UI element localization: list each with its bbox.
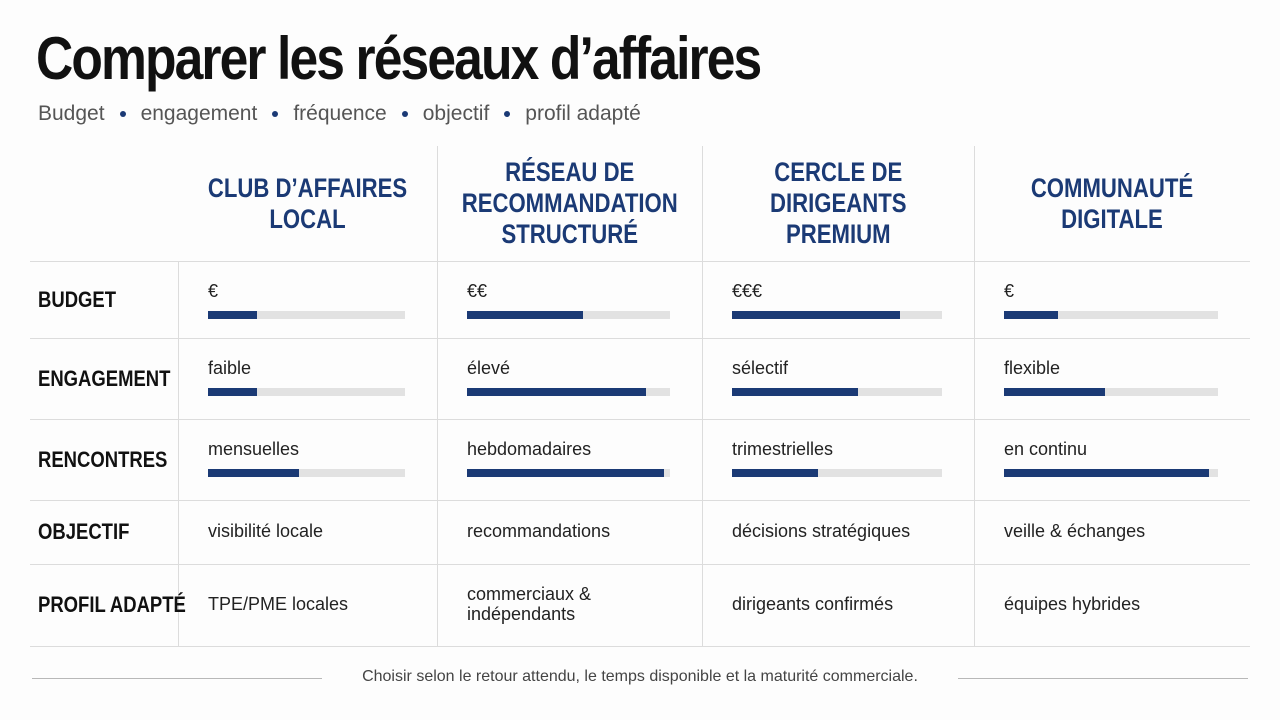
level-bar-fill [467, 469, 664, 477]
column-header: RÉSEAU DE RECOMMANDATION STRUCTURÉ [437, 146, 702, 261]
level-bar [1004, 388, 1218, 396]
level-bar [732, 311, 942, 319]
subtitle-item: engagement [140, 102, 258, 125]
level-bar-fill [208, 469, 299, 477]
cell-value: mensuelles [208, 439, 300, 459]
column-header: CLUB D’AFFAIRES LOCAL [178, 146, 437, 261]
level-bar-fill [732, 311, 900, 319]
row-divider [30, 261, 1250, 262]
level-bar [467, 311, 670, 319]
column-header: CERCLE DE DIRIGEANTS PREMIUM [702, 146, 974, 261]
level-bar-fill [208, 311, 258, 319]
row-label: PROFIL ADAPTÉ [38, 592, 186, 617]
subtitle-item: objectif [422, 102, 490, 125]
row-label: OBJECTIF [38, 519, 130, 544]
level-bar [732, 469, 942, 477]
level-bar [732, 388, 942, 396]
level-bar [1004, 311, 1218, 319]
bullet-dot-icon [119, 111, 126, 117]
column-divider [178, 261, 179, 646]
level-bar [467, 469, 670, 477]
cell-value: flexible [1004, 358, 1061, 378]
cell-value: faible [208, 358, 252, 378]
row-label: BUDGET [38, 286, 117, 312]
cell-value: veille & échanges [1004, 521, 1146, 541]
cell-value: équipes hybrides [1004, 594, 1141, 614]
level-bar [208, 388, 405, 396]
cell-value: commerciaux & indépendants [467, 584, 592, 624]
cell-value: € [208, 281, 219, 301]
level-bar-fill [208, 388, 258, 396]
row-label: ENGAGEMENT [38, 365, 171, 391]
level-bar [208, 311, 405, 319]
level-bar-fill [732, 388, 858, 396]
level-bar [467, 388, 670, 396]
row-label: RENCONTRES [38, 446, 168, 472]
page-title: Comparer les réseaux d’affaires [36, 25, 762, 92]
subtitle: Budget engagement fréquence objectif profil … [38, 102, 641, 126]
cell-value: €€€ [732, 281, 763, 301]
cell-value: hebdomadaires [467, 439, 592, 459]
cell-value: sélectif [732, 358, 789, 378]
subtitle-item: fréquence [293, 102, 387, 125]
subtitle-item: Budget [38, 102, 105, 125]
footer-divider-right [958, 678, 1248, 679]
bullet-dot-icon [504, 111, 511, 117]
cell-value: TPE/PME locales [208, 594, 349, 614]
row-divider [30, 419, 1250, 420]
cell-value: visibilité locale [208, 521, 324, 541]
row-divider [30, 646, 1250, 647]
cell-value: élevé [467, 358, 511, 378]
column-divider [437, 146, 438, 646]
footer-divider-left [32, 678, 322, 679]
cell-value: en continu [1004, 439, 1088, 459]
column-header-label: CLUB D’AFFAIRES LOCAL [207, 172, 408, 234]
level-bar-fill [467, 388, 646, 396]
cell-value: dirigeants confirmés [732, 594, 894, 614]
bullet-dot-icon [401, 111, 408, 117]
column-header-label: CERCLE DE DIRIGEANTS PREMIUM [769, 157, 907, 249]
row-divider [30, 338, 1250, 339]
level-bar [1004, 469, 1218, 477]
cell-value: recommandations [467, 521, 611, 541]
row-divider [30, 564, 1250, 565]
subtitle-item: profil adapté [525, 102, 641, 125]
row-divider [30, 500, 1250, 501]
cell-value: €€ [467, 281, 488, 301]
column-header: COMMUNAUTÉ DIGITALE [974, 146, 1250, 261]
level-bar-fill [467, 311, 583, 319]
level-bar [208, 469, 405, 477]
footer-note: Choisir selon le retour attendu, le temp… [362, 668, 918, 685]
level-bar-fill [1004, 311, 1058, 319]
column-header-label: COMMUNAUTÉ DIGITALE [1030, 172, 1194, 234]
level-bar-fill [1004, 388, 1105, 396]
column-divider [702, 146, 703, 646]
cell-value: trimestrielles [732, 439, 834, 459]
column-header-label: RÉSEAU DE RECOMMANDATION STRUCTURÉ [461, 157, 678, 249]
cell-value: décisions stratégiques [732, 521, 911, 541]
column-divider [974, 146, 975, 646]
bullet-dot-icon [272, 111, 279, 117]
level-bar-fill [1004, 469, 1210, 477]
level-bar-fill [732, 469, 819, 477]
cell-value: € [1004, 281, 1015, 301]
